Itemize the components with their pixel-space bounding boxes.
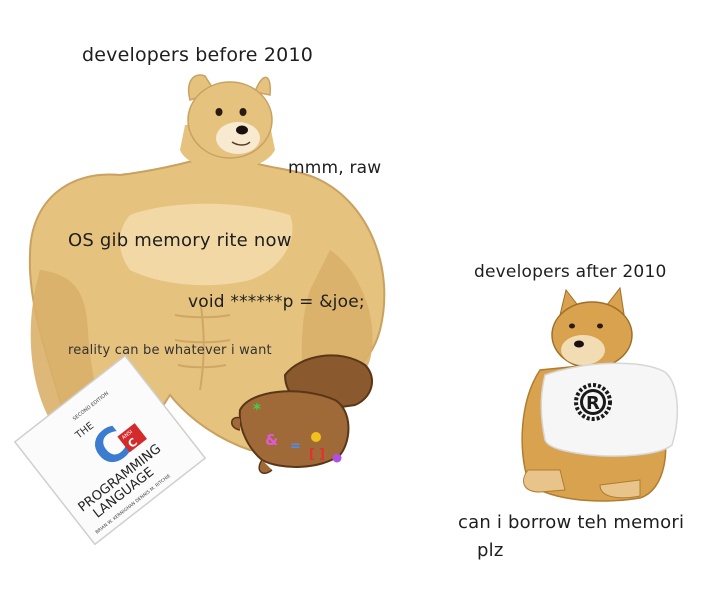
gauntlet-stone-yellow: [311, 432, 321, 442]
gauntlet-stone-equals: =: [290, 439, 301, 454]
caption-developers-after-2010: developers after 2010: [474, 262, 667, 282]
rust-logo-letter: R: [586, 393, 600, 414]
cheems-leg-right: [599, 479, 641, 499]
doge-nose: [236, 125, 248, 135]
caption-developers-before-2010: developers before 2010: [82, 44, 314, 66]
caption-borrow-memori-line1: can i borrow teh memori: [458, 512, 685, 533]
doge-head: [187, 74, 273, 159]
gauntlet-stone-asterisk: *: [253, 400, 261, 418]
cheems-head: [551, 286, 633, 369]
cheems-dog: R: [521, 286, 679, 502]
doge-chest: [119, 203, 293, 286]
caption-borrow-memori-line2: plz: [477, 540, 504, 561]
cheems-eye-left: [569, 323, 575, 329]
cheems-eye-right: [597, 323, 603, 329]
caption-reality: reality can be whatever i want: [68, 343, 272, 358]
cheems-leg-left: [523, 469, 566, 493]
gauntlet-stone-bracket-close: ]: [319, 447, 325, 462]
doge-eye-right: [239, 108, 247, 116]
doge-eye-left: [215, 108, 223, 116]
infinity-gauntlet: * & = [ ]: [231, 354, 374, 474]
gauntlet-stone-ampersand: &: [265, 431, 278, 449]
caption-os-gib-memory: OS gib memory rite now: [68, 230, 292, 251]
doge-abs: [174, 299, 231, 391]
gauntlet-stone-bracket-open: [: [309, 447, 315, 462]
cheems-nose: [574, 340, 584, 348]
caption-mmm-raw: mmm, raw: [288, 158, 382, 178]
gauntlet-stone-purple: [332, 453, 342, 463]
caption-void-pointer: void ******p = &joe;: [188, 292, 365, 312]
rust-logo-icon: R: [574, 383, 612, 421]
